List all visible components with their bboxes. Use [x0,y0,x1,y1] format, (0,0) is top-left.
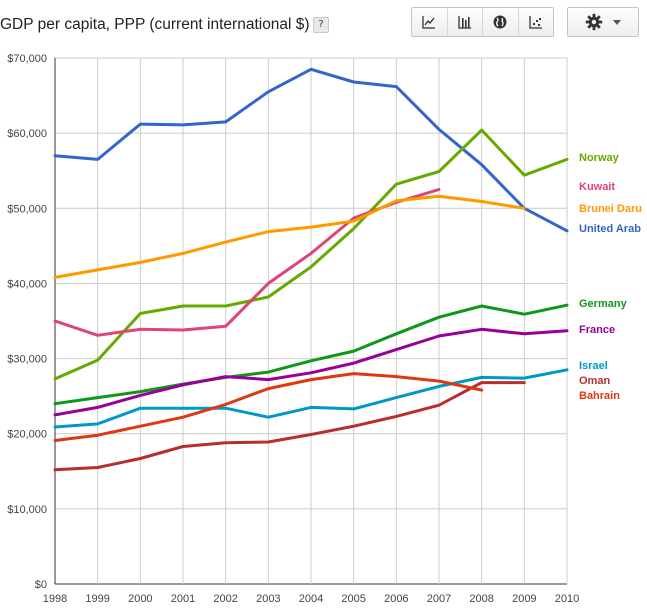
series-line-norway [53,128,569,381]
x-tick-label: 2000 [128,593,152,605]
x-tick-label: 2005 [341,593,365,605]
y-tick-label: $50,000 [7,203,47,215]
gear-icon [585,13,603,31]
legend-label: Israel [579,360,608,372]
y-tick-label: $40,000 [7,278,47,290]
x-tick-label: 2007 [427,593,451,605]
series-line-israel [53,368,569,429]
line-chart-icon [422,16,436,29]
bar-chart-button[interactable] [446,8,483,36]
series-line-germany [53,303,569,406]
legend-label: Bahrain [579,390,620,402]
x-tick-label: 2008 [469,593,493,605]
bar-chart-icon [458,16,471,29]
x-tick-label: 2002 [213,593,237,605]
x-tick-label: 2001 [171,593,195,605]
legend-label: Oman [579,375,610,387]
series-line-brunei-daru [53,194,526,279]
y-tick-label: $60,000 [7,128,47,140]
x-tick-label: 1999 [85,593,109,605]
help-button[interactable]: ? [313,17,329,33]
legend-label: Kuwait [579,181,615,193]
chart-type-toolbar [411,7,554,37]
scatter-button[interactable] [517,8,554,36]
chart-title: GDP per capita, PPP (current internation… [0,16,310,33]
map-button[interactable] [482,8,518,36]
y-tick-label: $20,000 [7,429,47,441]
legend-label: United Arab [579,223,641,235]
scatter-plot-icon [529,16,542,29]
series-line-oman [53,381,526,472]
x-tick-label: 1998 [43,593,67,605]
chevron-down-icon [613,19,621,25]
series-line-united-arab [53,67,569,233]
x-tick-label: 2006 [384,593,408,605]
x-tick-label: 2010 [555,593,579,605]
series-line-bahrain [53,372,484,442]
legend-label: Brunei Daru [579,203,642,215]
x-tick-label: 2004 [299,593,323,605]
series-line-france [53,327,569,417]
legend-label: France [579,324,615,336]
legend-label: Norway [579,152,620,164]
x-tick-label: 2003 [256,593,280,605]
y-tick-label: $30,000 [7,354,47,366]
settings-button[interactable] [567,7,639,37]
series-line-kuwait [53,188,441,337]
y-tick-label: $0 [35,579,47,591]
map-globe-icon [493,15,507,29]
x-tick-label: 2009 [512,593,536,605]
y-tick-label: $10,000 [7,504,47,516]
y-tick-label: $70,000 [7,53,47,65]
legend-label: Germany [579,298,628,310]
line-chart-button[interactable] [412,8,447,36]
